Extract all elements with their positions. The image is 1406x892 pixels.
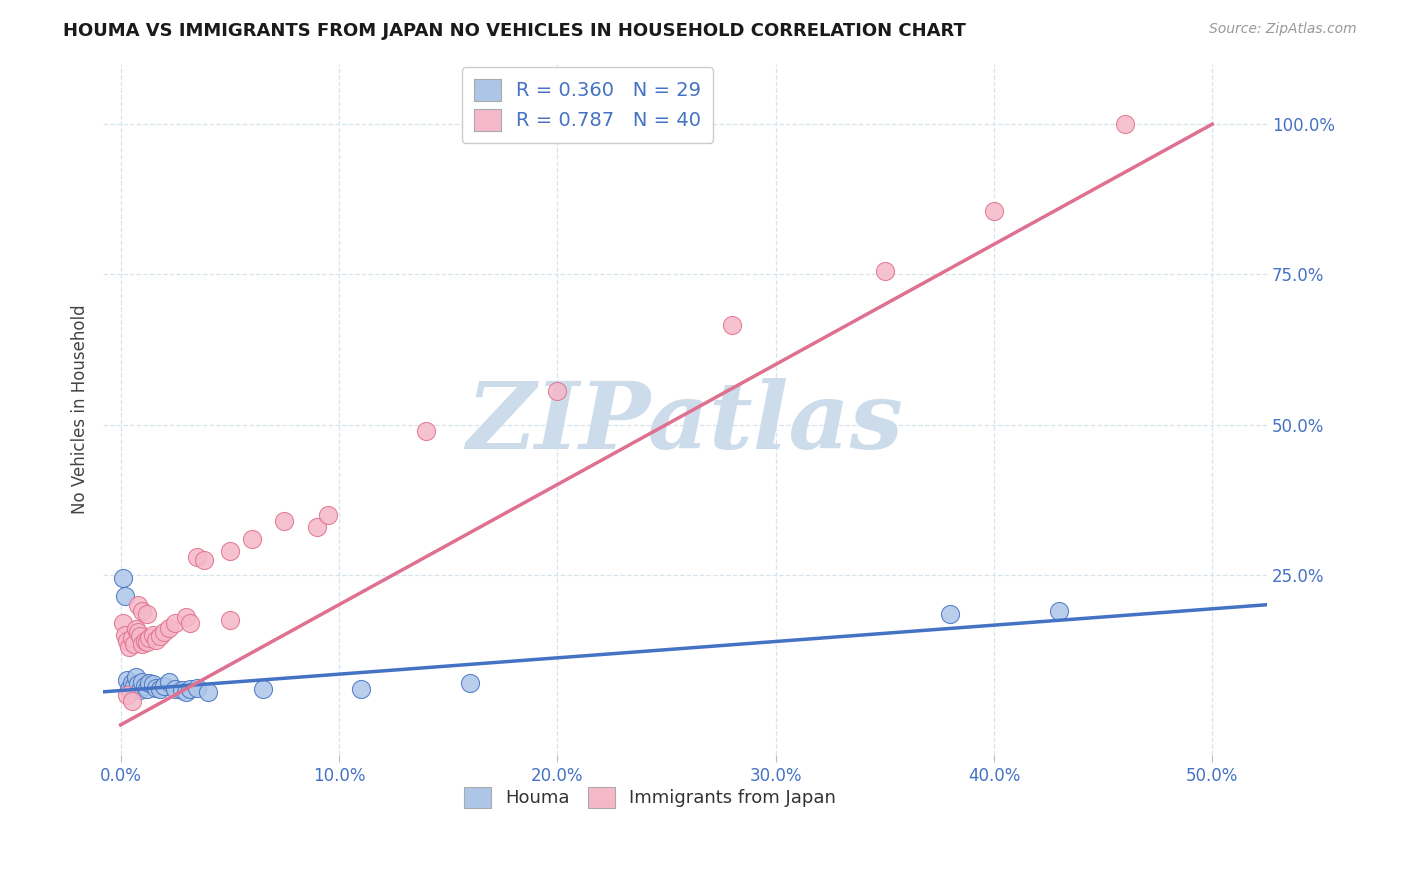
Point — [316, 508, 339, 522]
Point — [135, 681, 157, 696]
Point — [1049, 604, 1071, 618]
Point — [138, 675, 160, 690]
Point — [145, 681, 167, 695]
Point — [240, 532, 263, 546]
Point — [939, 607, 962, 621]
Point — [252, 681, 274, 696]
Point — [127, 677, 149, 691]
Point — [118, 640, 141, 654]
Point — [415, 424, 437, 438]
Point — [131, 637, 153, 651]
Point — [153, 679, 176, 693]
Point — [1114, 117, 1136, 131]
Point — [135, 607, 157, 621]
Point — [111, 615, 134, 630]
Point — [135, 635, 157, 649]
Point — [131, 674, 153, 689]
Point — [165, 681, 187, 696]
Point — [122, 679, 145, 693]
Point — [118, 681, 141, 696]
Point — [193, 552, 215, 566]
Point — [174, 609, 197, 624]
Point — [873, 264, 896, 278]
Point — [307, 519, 329, 533]
Point — [179, 681, 201, 696]
Point — [458, 675, 481, 690]
Point — [145, 632, 167, 647]
Text: Source: ZipAtlas.com: Source: ZipAtlas.com — [1209, 22, 1357, 37]
Point — [186, 549, 208, 564]
Point — [115, 673, 138, 687]
Point — [157, 674, 180, 689]
Point — [350, 681, 373, 696]
Point — [115, 688, 138, 702]
Point — [142, 677, 165, 691]
Point — [218, 543, 240, 558]
Text: ZIPatlas: ZIPatlas — [467, 378, 904, 468]
Point — [197, 685, 219, 699]
Point — [131, 604, 153, 618]
Point — [129, 629, 152, 643]
Point — [165, 615, 187, 630]
Point — [157, 621, 180, 635]
Point — [122, 637, 145, 651]
Point — [983, 204, 1005, 219]
Point — [111, 571, 134, 585]
Point — [546, 384, 568, 399]
Point — [170, 683, 193, 698]
Text: HOUMA VS IMMIGRANTS FROM JAPAN NO VEHICLES IN HOUSEHOLD CORRELATION CHART: HOUMA VS IMMIGRANTS FROM JAPAN NO VEHICL… — [63, 22, 966, 40]
Point — [127, 624, 149, 639]
Point — [125, 670, 148, 684]
Point — [142, 628, 165, 642]
Point — [179, 615, 201, 630]
Point — [121, 631, 143, 645]
Y-axis label: No Vehicles in Household: No Vehicles in Household — [72, 305, 89, 515]
Point — [114, 628, 136, 642]
Point — [218, 613, 240, 627]
Point — [149, 629, 172, 643]
Point — [127, 598, 149, 612]
Point — [114, 589, 136, 603]
Point — [273, 514, 295, 528]
Point — [721, 318, 744, 333]
Point — [115, 633, 138, 648]
Point — [153, 624, 176, 639]
Legend: Houma, Immigrants from Japan: Houma, Immigrants from Japan — [457, 780, 844, 815]
Point — [129, 683, 152, 698]
Point — [134, 633, 156, 648]
Point — [121, 694, 143, 708]
Point — [149, 681, 172, 696]
Point — [138, 631, 160, 645]
Point — [186, 681, 208, 695]
Point — [174, 685, 197, 699]
Point — [121, 675, 143, 690]
Point — [125, 622, 148, 636]
Point — [134, 679, 156, 693]
